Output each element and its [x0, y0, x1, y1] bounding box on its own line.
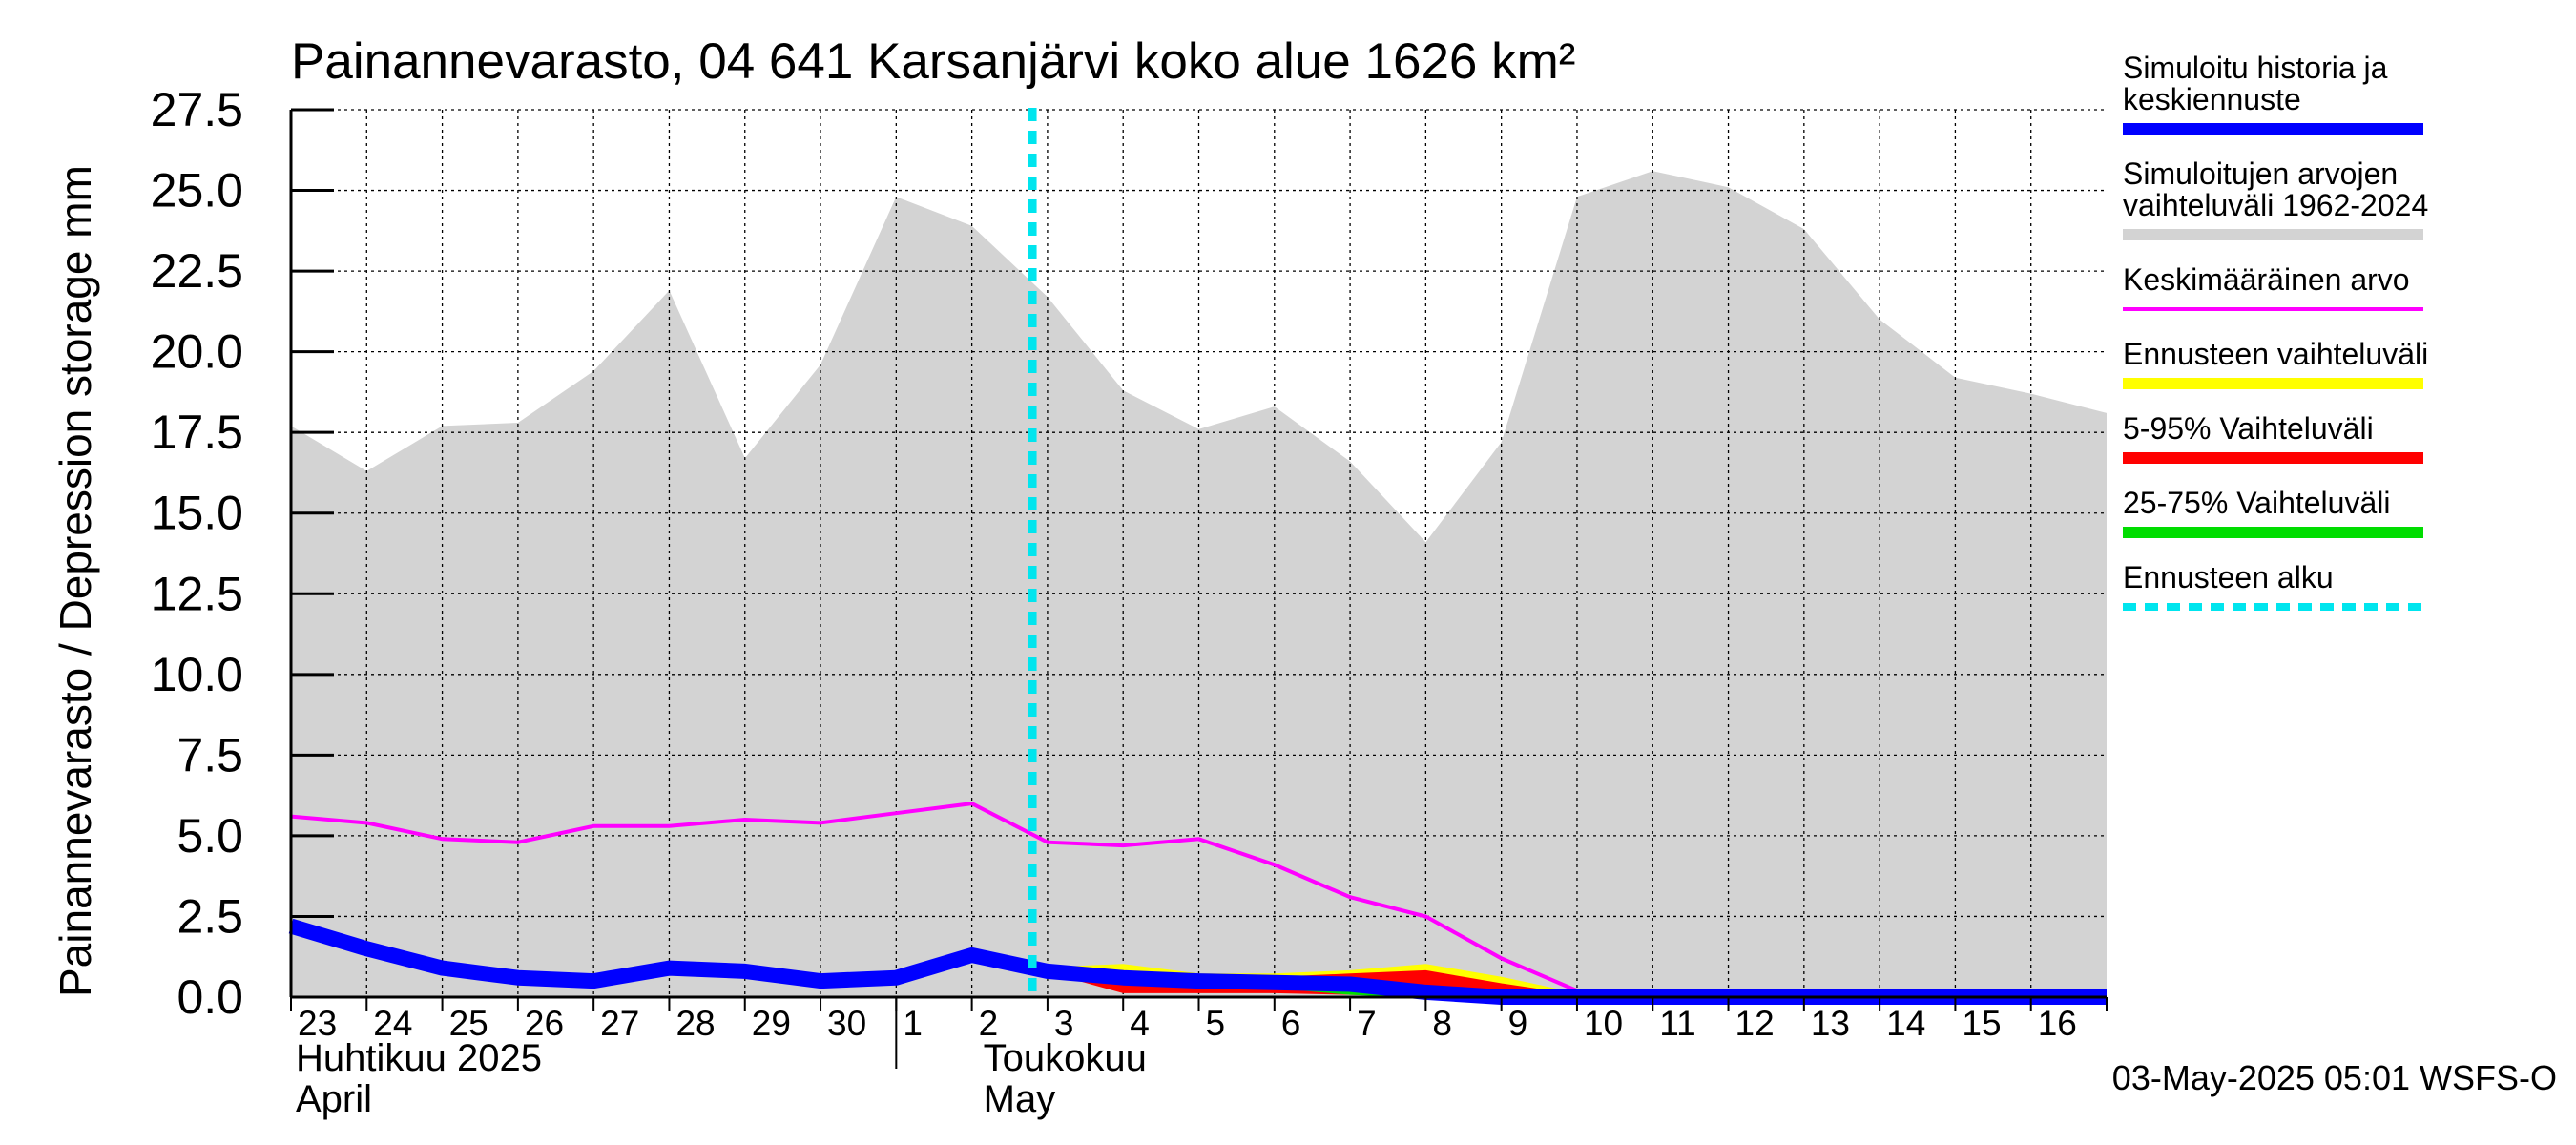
y-tick-label: 17.5	[151, 406, 243, 459]
x-tick-label: 6	[1281, 1004, 1301, 1043]
x-tick-label: 2	[979, 1004, 999, 1043]
x-tick-label: 26	[525, 1004, 564, 1043]
y-axis-label: Painannevarasto / Depression storage mm	[51, 165, 100, 997]
x-tick-label: 24	[373, 1004, 412, 1043]
y-tick-label: 5.0	[177, 809, 243, 863]
y-tick-label: 15.0	[151, 487, 243, 540]
y-tick-label: 10.0	[151, 648, 243, 701]
x-tick-label: 5	[1206, 1004, 1226, 1043]
y-tick-label: 7.5	[177, 728, 243, 781]
x-tick-label: 25	[449, 1004, 488, 1043]
x-tick-label: 15	[1962, 1004, 2001, 1043]
x-tick-label: 4	[1130, 1004, 1150, 1043]
x-tick-label: 10	[1584, 1004, 1623, 1043]
x-tick-label: 16	[2038, 1004, 2077, 1043]
x-tick-label: 12	[1735, 1004, 1775, 1043]
legend-label: Simuloitu historia ja	[2123, 51, 2388, 85]
x-tick-label: 1	[903, 1004, 923, 1043]
y-tick-label: 25.0	[151, 164, 243, 218]
x-tick-label: 3	[1054, 1004, 1074, 1043]
x-tick-label: 28	[675, 1004, 715, 1043]
y-tick-label: 22.5	[151, 244, 243, 298]
y-tick-label: 0.0	[177, 970, 243, 1024]
x-tick-label: 11	[1659, 1004, 1695, 1043]
x-tick-label: 14	[1886, 1004, 1925, 1043]
legend-label: 5-95% Vaihteluväli	[2123, 411, 2374, 446]
y-tick-label: 20.0	[151, 325, 243, 379]
y-tick-label: 2.5	[177, 889, 243, 943]
x-tick-label: 29	[752, 1004, 791, 1043]
legend-label: vaihteluväli 1962-2024	[2123, 188, 2428, 222]
x-tick-label: 8	[1432, 1004, 1452, 1043]
month-label-fi: Huhtikuu 2025	[296, 1037, 542, 1079]
x-tick-label: 7	[1357, 1004, 1377, 1043]
x-tick-label: 13	[1811, 1004, 1850, 1043]
x-tick-label: 23	[298, 1004, 337, 1043]
timestamp-footer: 03-May-2025 05:01 WSFS-O	[2112, 1058, 2557, 1097]
month-label-fi: Toukokuu	[984, 1037, 1147, 1079]
legend-label: 25-75% Vaihteluväli	[2123, 486, 2390, 520]
x-tick-label: 9	[1508, 1004, 1528, 1043]
y-tick-label: 27.5	[151, 83, 243, 136]
month-label-en: April	[296, 1078, 372, 1120]
plot-area: 0.0 2.5 5.0 7.5 10.0 12.5 15.0 17.5 20.0 22.5 25.0…	[151, 83, 2108, 1120]
legend-label: Keskimääräinen arvo	[2123, 262, 2410, 297]
legend-label: Simuloitujen arvojen	[2123, 156, 2398, 191]
x-tick-label: 27	[600, 1004, 639, 1043]
legend-label: keskiennuste	[2123, 82, 2301, 116]
month-label-en: May	[984, 1078, 1056, 1120]
legend-label: Ennusteen vaihteluväli	[2123, 337, 2428, 371]
legend-label: Ennusteen alku	[2123, 560, 2334, 594]
x-tick-label: 30	[827, 1004, 866, 1043]
chart-title: Painannevarasto, 04 641 Karsanjärvi koko…	[291, 33, 1575, 90]
y-tick-label: 12.5	[151, 567, 243, 620]
